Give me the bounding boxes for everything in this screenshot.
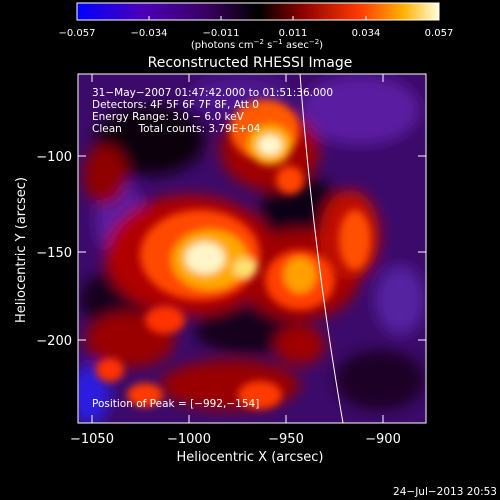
- y-axis-ticks: [78, 155, 426, 341]
- rhessi-image: [78, 74, 426, 423]
- timestamp: 24−Jul−2013 20:53: [393, 486, 497, 498]
- x-axis-title: Heliocentric X (arcsec): [177, 450, 324, 465]
- y-tick-label: −200: [36, 334, 72, 349]
- colorbar-units: (photons cm−2 s−1 asec−2): [191, 38, 323, 51]
- colorbar-tick-label: 0.057: [425, 28, 454, 39]
- y-tick-label: −100: [36, 150, 72, 165]
- info-energy-range: Energy Range: 3.0 − 6.0 keV: [92, 111, 245, 123]
- plot-frame: [77, 73, 427, 424]
- plot-title: Reconstructed RHESSI Image: [148, 55, 353, 71]
- info-time-range: 31−May−2007 01:47:42.000 to 01:51:36.000: [92, 87, 333, 99]
- colorbar-frame: [76, 2, 440, 21]
- info-clean-counts: Clean Total counts: 3.79E+04: [92, 123, 261, 135]
- x-tick-label: −950: [268, 432, 304, 447]
- solar-limb: [299, 74, 344, 423]
- colorbar-tick-label: 0.011: [279, 28, 308, 39]
- info-detectors: Detectors: 4F 5F 6F 7F 8F, Att 0: [92, 99, 259, 111]
- x-axis-ticks: [91, 74, 384, 423]
- peak-position: Position of Peak = [−992,−154]: [92, 398, 259, 410]
- colorbar-tick-label: −0.057: [58, 28, 95, 39]
- colorbar-tick-label: −0.034: [130, 28, 167, 39]
- x-tick-label: −1000: [167, 432, 211, 447]
- colorbar: [77, 3, 439, 20]
- colorbar-tick-label: 0.034: [352, 28, 381, 39]
- y-axis-title: Heliocentric Y (arcsec): [14, 177, 29, 323]
- x-tick-label: −1050: [70, 432, 114, 447]
- colorbar-ticks: [148, 16, 367, 20]
- y-tick-label: −150: [36, 246, 72, 261]
- colorbar-tick-label: −0.011: [202, 28, 239, 39]
- x-tick-label: −900: [365, 432, 401, 447]
